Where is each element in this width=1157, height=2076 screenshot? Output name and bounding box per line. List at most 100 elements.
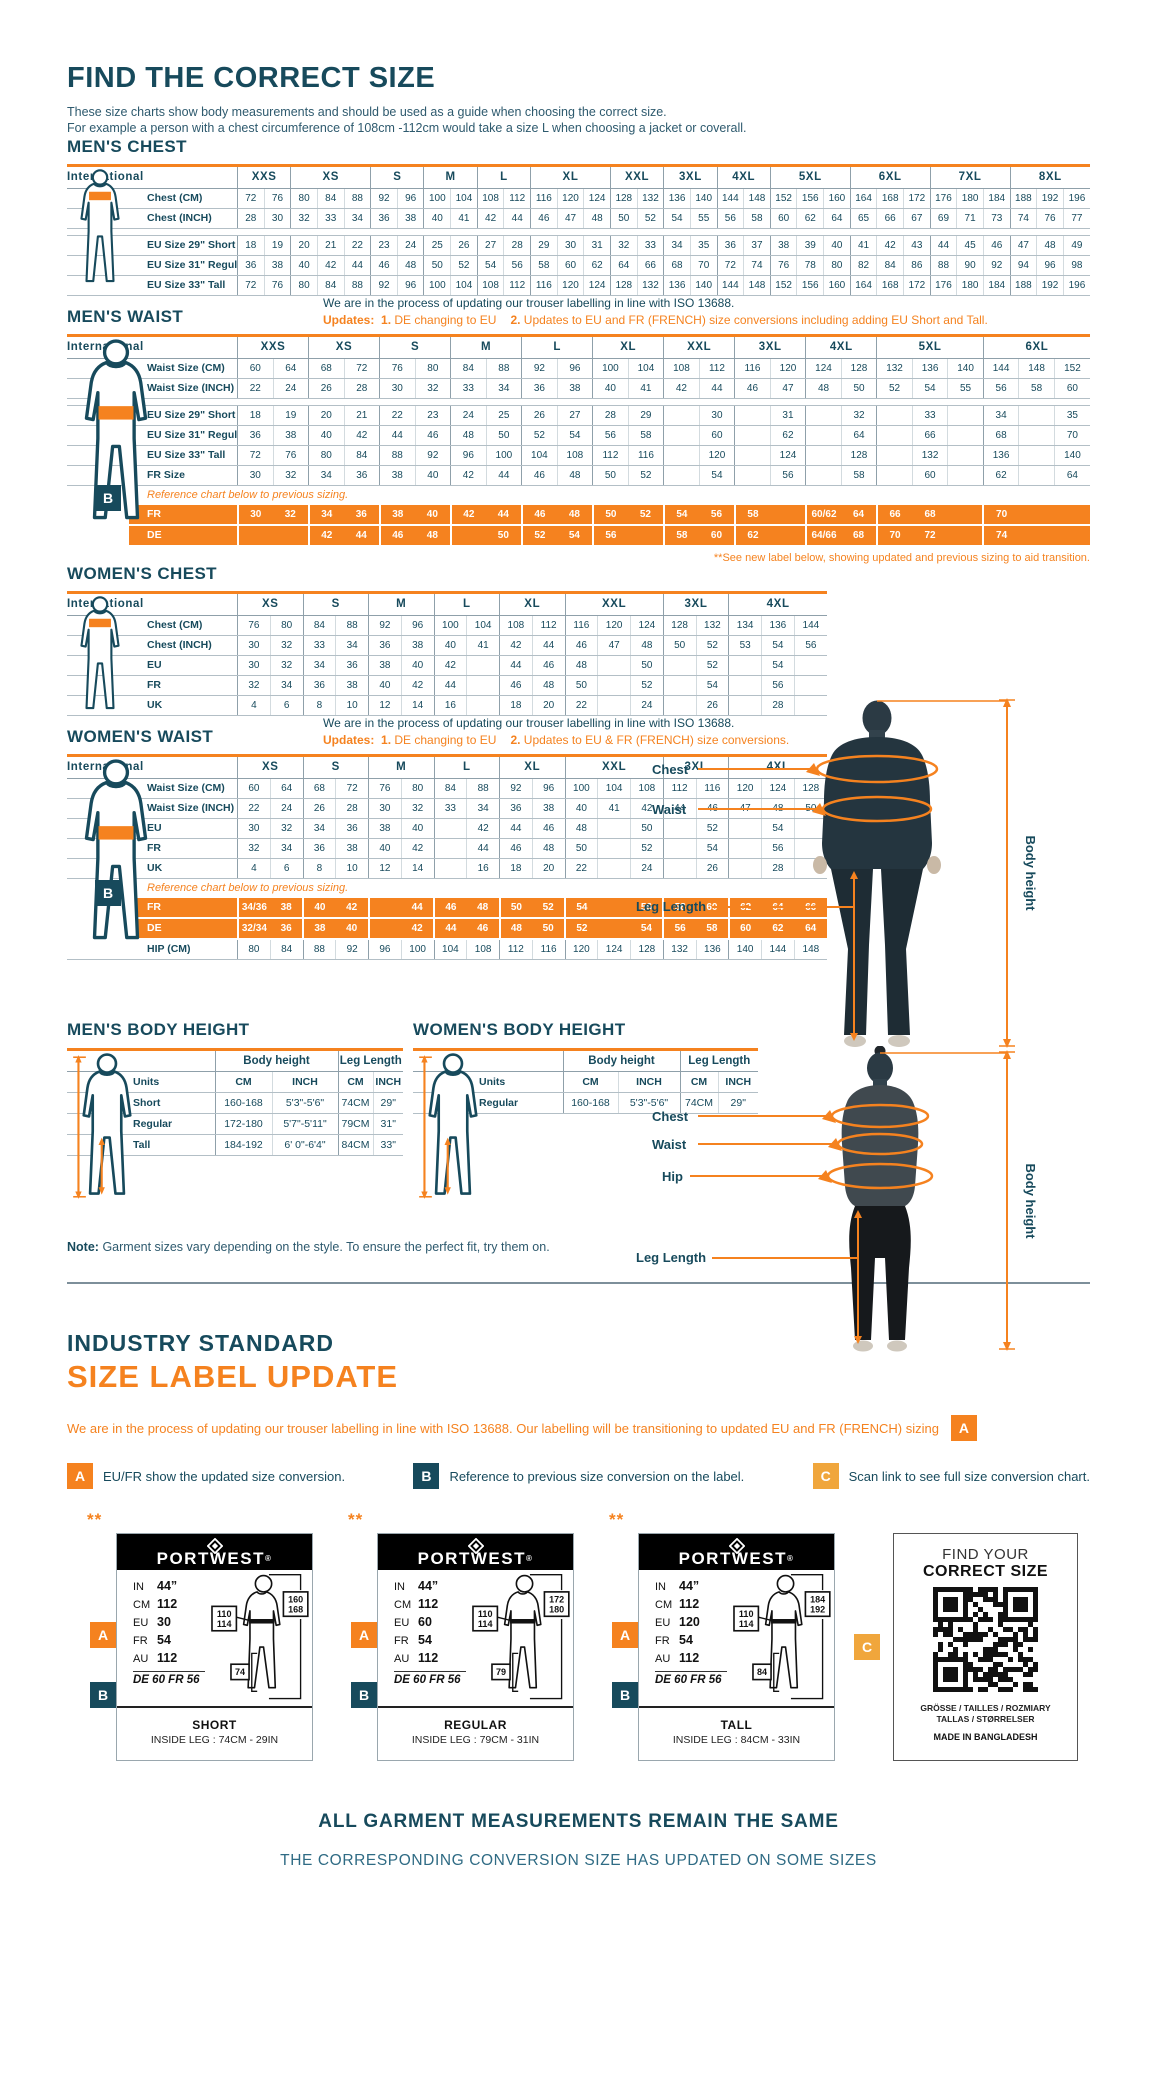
size-cell: 24 [630,695,664,716]
table-row: FR 30 32 34 36 38 40 42 44 46 48 50 52 54 56 58 60/62 64 6… [67,505,1090,526]
size-cell: 14 [400,858,434,879]
size-cell: 108 [476,275,504,296]
legend-item-a: A EU/FR show the updated size conversion… [67,1463,345,1489]
size-cell: 38 [368,655,402,676]
size-cell [663,445,700,466]
size-cell: 30 [556,235,584,256]
size-cell: 140 [1053,445,1090,466]
size-cell: 24 [396,235,424,256]
size-cell: 44 [531,635,565,656]
svg-text:74: 74 [235,1667,245,1677]
size-cell: 140 [728,939,762,960]
size-cell: 76 [272,445,309,466]
size-cell [728,838,762,859]
size-cell [433,818,467,839]
badge-a-icon: A [950,1415,977,1441]
size-cell [662,838,696,859]
iso-update-note: We are in the process of updating our tr… [323,296,988,327]
size-cell: 50 [423,255,451,276]
svg-text:Leg Length: Leg Length [636,899,706,914]
size-cell: 112 [662,778,696,799]
size-cell: 36 [302,838,336,859]
intro-line-2: For example a person with a chest circum… [67,121,747,135]
section-mens-chest: MEN'S CHEST InternationalXXSXSSMLXLXXL3X… [67,137,1090,296]
size-cell: 152 [1053,358,1090,379]
svg-text:114: 114 [217,1619,232,1629]
size-cell: 80 [290,188,318,209]
person-figure-icon [419,1053,478,1199]
size-cell: 32 [840,405,877,426]
size-cell: 40 [368,838,402,859]
size-cell: 44 [503,208,531,229]
svg-text:114: 114 [478,1619,493,1629]
size-cell: 44 [433,918,467,940]
value-cell: 29" [372,1092,404,1114]
size-cell: 24 [450,405,487,426]
size-cell: 100 [485,445,522,466]
size-cell: 56 [591,525,629,547]
size-cell: 52 [520,525,558,547]
size-cell: 26 [695,858,729,879]
size-cell: 100 [592,358,629,379]
size-cell: 32 [237,838,271,859]
label-size-row: EU 30 [133,1615,171,1629]
size-cell: 62 [796,208,824,229]
size-cell: 108 [499,615,533,636]
size-cell: 140 [947,358,984,379]
size-group-header: XS [237,755,303,779]
table-row: FR Size 30 32 34 36 38 40 42 44 46 48 50 52 54 56 58 60 6… [67,465,1090,486]
size-cell: 25 [485,405,522,426]
label-legend: A EU/FR show the updated size conversion… [67,1463,1090,1489]
size-cell: 41 [450,208,478,229]
size-cell: 72 [912,525,948,547]
size-cell: 90 [956,255,984,276]
size-cell: 88 [929,255,957,276]
size-cell: 104 [466,615,500,636]
size-cell: 40 [415,505,451,526]
size-cell: 42 [663,378,700,399]
size-cell: 112 [499,939,533,960]
womens-chest-table-wrap: InternationalXSSMLXLXXL3XL4XLChest (CM)7… [67,591,827,716]
size-cell: 33 [316,208,345,229]
size-group-header: M [368,755,434,779]
size-cell: 64 [841,505,877,526]
size-cell: 56 [761,675,795,696]
value-cell: 29" [717,1092,759,1114]
size-cell: 40 [302,898,336,919]
size-cell: 22 [564,858,598,879]
section-title-mens-body-height: MEN'S BODY HEIGHT [67,1020,250,1039]
size-cell: 72 [237,445,274,466]
size-cell [662,818,696,839]
size-cell [662,695,696,716]
size-cell: 128 [793,778,827,799]
portwest-logo-header: PORTWEST® [639,1534,834,1570]
size-cell: 65 [849,208,877,229]
size-cell [449,525,487,547]
size-cell: 152 [769,275,797,296]
size-cell: 64 [794,918,827,940]
unit-cell: CM [679,1071,719,1093]
size-cell: 38 [769,235,797,256]
size-cell: 36 [368,635,402,656]
section-title-womens-waist: WOMEN'S WAIST [67,727,214,746]
value-cell: 84CM [337,1134,374,1156]
size-cell: 30 [237,465,274,486]
size-cell: 50 [485,425,522,446]
size-cell: 98 [1062,255,1090,276]
size-cell: 172 [903,188,931,209]
size-cell: 38 [556,378,593,399]
size-cell: 54 [761,655,795,676]
size-cell: 32 [269,818,303,839]
size-cell: 34 [982,405,1019,426]
size-cell: 21 [343,405,380,426]
size-cell: 62 [733,525,771,547]
size-cell [734,445,771,466]
table-row: EU Size 31" Regular 36 38 40 42 44 46 48 50 52 54 5… [67,255,1090,276]
size-cell: 34 [663,235,691,256]
label-size-list: IN 44” CM 112 EU 120 FR 54 AU 112 DE 60 FR 56 [655,1578,727,1686]
size-cell: 148 [1018,358,1055,379]
size-cell: 32 [269,655,303,676]
size-group-header: XS [290,165,371,189]
size-cell: 60 [237,778,271,799]
label-size-row: AU 112 [394,1651,439,1665]
